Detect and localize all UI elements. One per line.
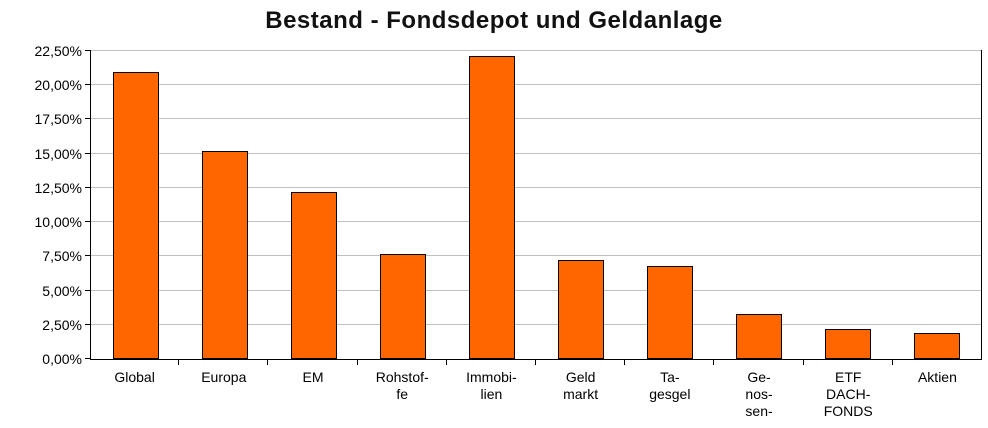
bar-slot: [803, 51, 892, 359]
y-axis-tick-label: 22,50%: [34, 43, 82, 59]
x-axis-category-label: Aktien: [917, 369, 957, 385]
x-axis: Global Europa EM Rohstof- fe Immobi- lien Gel…: [90, 360, 982, 428]
y-axis-tick-label: 17,50%: [34, 111, 82, 128]
x-axis-category-label: Immobi- lien: [447, 360, 537, 428]
x-axis-category-label: Rohstof- fe: [358, 360, 447, 428]
y-axis-tick-label: 2,50%: [42, 316, 82, 333]
y-axis-tick-mark: [85, 289, 91, 291]
gridline: [91, 289, 981, 291]
bar: [824, 328, 871, 359]
bar-slot: [892, 51, 981, 359]
y-axis-tick-mark: [85, 323, 91, 325]
bars-row: [91, 51, 981, 359]
x-axis-category-label: EM: [268, 360, 358, 428]
y-axis-tick-label: 20,00%: [34, 77, 82, 94]
y-axis-tick-label: 15,00%: [34, 145, 82, 162]
x-axis-tick-mark: [445, 360, 447, 365]
y-axis-tick-mark: [85, 358, 91, 359]
x-axis-category-label: Ta- gesgel: [625, 360, 715, 428]
x-axis-tick-mark: [624, 360, 626, 365]
y-axis-tick-mark: [85, 118, 91, 120]
y-axis-tick-mark: [85, 186, 91, 188]
bar: [468, 56, 515, 359]
chart-title: Bestand - Fondsdepot und Geldanlage: [265, 7, 723, 34]
x-axis-tick-mark: [267, 360, 269, 365]
bar: [557, 260, 604, 359]
x-axis-category-label: Europa: [179, 360, 269, 428]
y-axis-tick-mark: [85, 84, 91, 86]
bar: [913, 333, 960, 359]
x-axis-category-label: Global: [90, 360, 180, 428]
y-axis-tick-label: 5,00%: [42, 282, 82, 299]
x-axis-tick-mark: [535, 360, 537, 365]
bar: [646, 265, 693, 359]
x-axis-tick-mark: [178, 360, 180, 365]
y-axis-tick-label: 10,00%: [34, 214, 82, 231]
bar: [201, 150, 248, 359]
y-axis-tick-label: 0,00%: [42, 351, 82, 367]
gridline: [91, 186, 981, 188]
gridline: [91, 323, 981, 325]
y-axis-tick-mark: [85, 50, 91, 51]
bar-slot: [180, 51, 269, 359]
y-axis-tick-mark: [85, 152, 91, 154]
bar-slot: [625, 51, 714, 359]
gridline: [91, 221, 981, 223]
y-axis-tick-label: 12,50%: [34, 179, 82, 196]
bar: [290, 192, 337, 359]
gridline: [91, 255, 981, 257]
plot-area: [85, 50, 982, 360]
y-axis: 0,00% 2,50% 5,00% 7,50% 10,00% 12,50% 15,00% 17…: [0, 43, 82, 367]
x-axis-tick-mark: [802, 360, 804, 365]
x-axis-category-label: Ge- nos- sen-: [714, 360, 804, 428]
bar-slot: [358, 51, 447, 359]
gridline: [91, 84, 981, 86]
bar: [112, 71, 159, 359]
x-axis-category-label: Geld markt: [536, 360, 626, 428]
bar-slot: [91, 51, 180, 359]
bar: [379, 253, 426, 359]
x-axis-tick-mark: [713, 360, 715, 365]
gridline: [91, 50, 981, 51]
bar-slot: [536, 51, 625, 359]
bar-slot: [269, 51, 358, 359]
gridline: [91, 152, 981, 154]
gridline: [91, 118, 981, 120]
bar: [735, 313, 782, 359]
x-axis-category-label: ETF DACH- FONDS: [804, 360, 893, 428]
y-axis-tick-label: 7,50%: [42, 248, 82, 265]
y-axis-tick-mark: [85, 255, 91, 257]
bar-slot: [447, 51, 536, 359]
x-axis-tick-mark: [891, 360, 893, 365]
y-axis-tick-mark: [85, 221, 91, 223]
bar-slot: [714, 51, 803, 359]
x-axis-tick-mark: [356, 360, 358, 365]
